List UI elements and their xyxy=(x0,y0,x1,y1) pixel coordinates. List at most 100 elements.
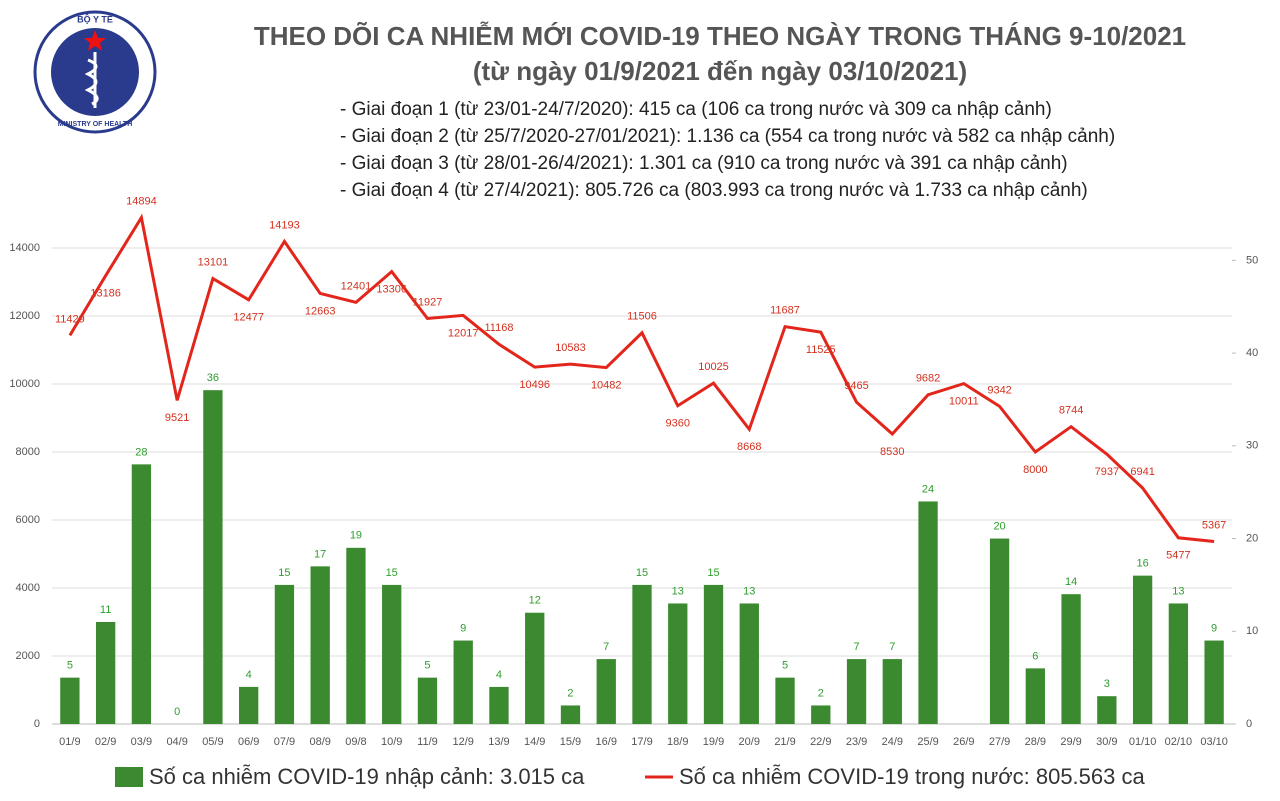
x-tick-label: 19/9 xyxy=(703,736,724,748)
bar-value-label: 5 xyxy=(424,660,430,672)
line-value-label: 9342 xyxy=(987,384,1011,396)
bar-value-label: 17 xyxy=(314,548,326,560)
y-tick-label: 0 xyxy=(34,718,40,730)
bar xyxy=(1097,696,1117,724)
logo-snake xyxy=(84,58,99,106)
phase-note: - Giai đoạn 1 (từ 23/01-24/7/2020): 415 … xyxy=(340,99,1052,120)
bar xyxy=(417,677,438,724)
bar xyxy=(203,390,223,724)
legend-label: Số ca nhiễm COVID-19 nhập cảnh: 3.015 ca xyxy=(149,764,585,789)
bar xyxy=(882,659,902,724)
x-tick-label: 30/9 xyxy=(1096,736,1117,748)
bar-value-label: 2 xyxy=(567,687,573,699)
line-value-label: 9465 xyxy=(844,380,868,392)
bar xyxy=(811,705,831,724)
line-value-label: 11525 xyxy=(806,344,836,356)
line-value-label: 10482 xyxy=(591,380,622,392)
bar-value-label: 0 xyxy=(174,706,180,718)
bar-value-label: 16 xyxy=(1136,558,1148,570)
line-value-label: 9360 xyxy=(666,418,690,430)
x-tick-label: 13/9 xyxy=(488,736,509,748)
x-tick-label: 06/9 xyxy=(238,736,259,748)
bar xyxy=(131,464,152,724)
line-value-label: 12401 xyxy=(341,280,372,292)
bar xyxy=(382,584,402,724)
bar xyxy=(560,705,581,724)
x-tick-label: 04/9 xyxy=(166,736,187,748)
bar-value-label: 13 xyxy=(1172,585,1184,597)
x-tick-label: 03/10 xyxy=(1200,736,1228,748)
line-value-label: 5477 xyxy=(1166,550,1190,562)
bar xyxy=(525,612,545,724)
line-value-label: 13186 xyxy=(90,288,121,300)
line-value-label: 12017 xyxy=(448,327,479,339)
line-value-label: 7937 xyxy=(1095,466,1119,478)
bar-value-label: 28 xyxy=(135,446,147,458)
y2-tick-label: 10 xyxy=(1246,625,1258,637)
logo-star xyxy=(84,30,106,51)
bar-value-label: 6 xyxy=(1032,650,1038,662)
bar-value-label: 12 xyxy=(529,595,541,607)
line-value-label: 11429 xyxy=(55,313,85,325)
bar xyxy=(632,584,652,724)
y2-tick-label: 40 xyxy=(1246,347,1258,359)
bar-value-label: 9 xyxy=(460,622,466,634)
x-tick-label: 09/8 xyxy=(345,736,366,748)
bar-value-label: 9 xyxy=(1211,622,1217,634)
line-value-label: 13306 xyxy=(376,284,407,296)
line-value-label: 12477 xyxy=(233,312,264,324)
bar xyxy=(668,603,688,724)
legend-swatch xyxy=(115,767,143,787)
x-tick-label: 10/9 xyxy=(381,736,402,748)
line-value-label: 13101 xyxy=(198,256,229,268)
phase-note: - Giai đoạn 3 (từ 28/01-26/4/2021): 1.30… xyxy=(340,153,1068,174)
bar xyxy=(95,622,116,724)
bar xyxy=(346,547,366,724)
bar xyxy=(60,677,80,724)
x-tick-label: 08/9 xyxy=(309,736,330,748)
x-tick-label: 01/10 xyxy=(1129,736,1157,748)
line-value-label: 8000 xyxy=(1023,464,1047,476)
bar-value-label: 36 xyxy=(207,372,219,384)
line-value-label: 14193 xyxy=(269,219,300,231)
bar xyxy=(739,603,759,724)
y-tick-label: 2000 xyxy=(16,650,40,662)
bar xyxy=(489,686,509,724)
x-tick-label: 03/9 xyxy=(131,736,152,748)
x-tick-label: 26/9 xyxy=(953,736,974,748)
x-tick-label: 29/9 xyxy=(1060,736,1081,748)
bar xyxy=(775,677,795,724)
y2-tick-label: 30 xyxy=(1246,440,1258,452)
bar-value-label: 15 xyxy=(636,567,648,579)
x-tick-label: 21/9 xyxy=(774,736,795,748)
bar-value-label: 5 xyxy=(782,660,788,672)
bar-value-label: 7 xyxy=(889,641,895,653)
chart-title: THEO DÕI CA NHIỄM MỚI COVID-19 THEO NGÀY… xyxy=(254,21,1186,51)
x-tick-label: 27/9 xyxy=(989,736,1010,748)
y2-tick-label: 0 xyxy=(1246,718,1252,730)
line-value-label: 6941 xyxy=(1130,466,1154,478)
y-tick-label: 14000 xyxy=(9,242,40,254)
bar-value-label: 7 xyxy=(603,641,609,653)
x-tick-label: 15/9 xyxy=(560,736,581,748)
chart-subtitle: (từ ngày 01/9/2021 đến ngày 03/10/2021) xyxy=(473,56,967,86)
bar xyxy=(989,538,1010,724)
bar-value-label: 2 xyxy=(818,687,824,699)
x-tick-label: 25/9 xyxy=(917,736,938,748)
line-value-label: 10011 xyxy=(949,396,979,408)
x-tick-label: 20/9 xyxy=(739,736,760,748)
y-tick-label: 12000 xyxy=(9,310,40,322)
line-value-label: 9682 xyxy=(916,373,940,385)
phase-note: - Giai đoạn 2 (từ 25/7/2020-27/01/2021):… xyxy=(340,126,1115,147)
x-tick-label: 11/9 xyxy=(417,736,438,748)
bar xyxy=(1061,594,1081,724)
bar-value-label: 14 xyxy=(1065,576,1077,588)
logo: BỘ Y TẾ MINISTRY OF HEALTH xyxy=(33,10,157,134)
x-tick-label: 01/9 xyxy=(59,736,80,748)
line xyxy=(68,213,1215,544)
bar xyxy=(310,566,330,724)
x-tick-label: 05/9 xyxy=(202,736,223,748)
bar xyxy=(1204,640,1224,724)
y-tick-label: 8000 xyxy=(16,446,40,458)
line-value-label: 11927 xyxy=(413,296,443,308)
